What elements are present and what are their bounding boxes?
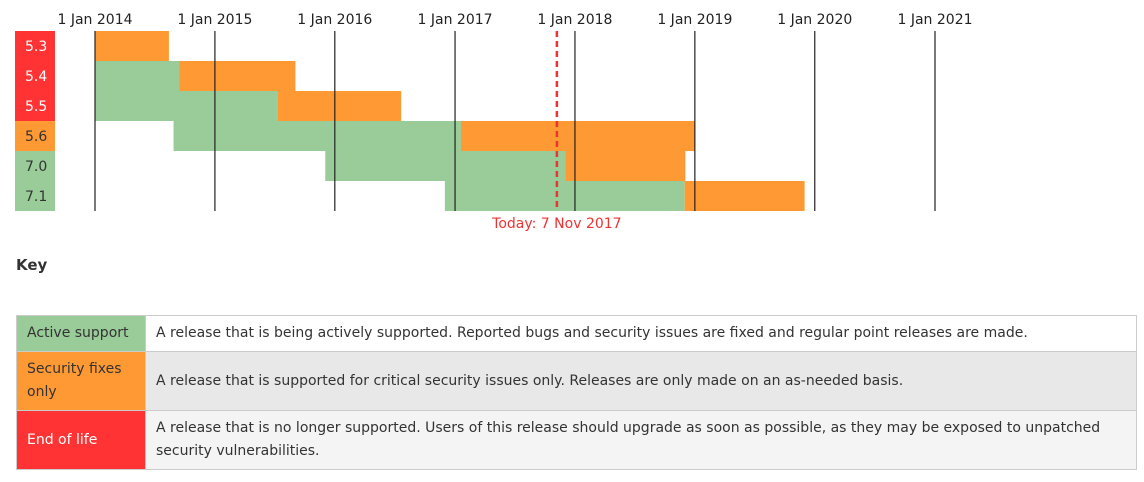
version-label-bg <box>15 61 55 91</box>
bar <box>95 31 169 61</box>
key-description: A release that is supported for critical… <box>145 351 1137 411</box>
bar <box>325 151 566 181</box>
version-label-bg <box>15 91 55 121</box>
version-label: 5.5 <box>25 99 47 115</box>
today-label: Today: 7 Nov 2017 <box>491 216 621 232</box>
key-row: Security fixes only A release that is sup… <box>16 351 1137 411</box>
version-label-bg <box>15 181 55 211</box>
bar <box>95 61 180 91</box>
chart: 5.3 5.4 5.5 5.6 7.0 7.1 1 Jan 2014 1 Jan 2015 1 … <box>15 12 973 232</box>
bar <box>444 181 685 211</box>
x-tick-label: 1 Jan 2017 <box>418 12 493 28</box>
key-term: End of life <box>16 410 146 470</box>
key-table: Active support A release that is being ac… <box>16 315 1137 470</box>
version-label: 5.6 <box>25 129 47 145</box>
key-row: Active support A release that is being ac… <box>16 315 1137 352</box>
bar <box>95 91 278 121</box>
key-term: Security fixes only <box>16 351 146 411</box>
key-term: Active support <box>16 315 146 352</box>
version-label-bg <box>15 151 55 181</box>
key-row: End of life A release that is no longer s… <box>16 410 1137 470</box>
x-tick-label: 1 Jan 2020 <box>777 12 852 28</box>
version-label: 7.1 <box>25 189 47 205</box>
x-tick-label: 1 Jan 2018 <box>537 12 612 28</box>
x-tick-label: 1 Jan 2019 <box>657 12 732 28</box>
bars <box>95 31 805 211</box>
x-tick-label: 1 Jan 2021 <box>897 12 972 28</box>
version-label-bg <box>15 31 55 61</box>
x-tick-label: 1 Jan 2014 <box>57 12 132 28</box>
bar <box>277 91 402 121</box>
bar <box>173 121 461 151</box>
key-description: A release that is no longer supported. U… <box>145 410 1137 470</box>
version-label: 7.0 <box>25 159 47 175</box>
x-tick-label: 1 Jan 2015 <box>177 12 252 28</box>
key-description: A release that is being actively support… <box>145 315 1137 352</box>
bar <box>565 151 686 181</box>
bar <box>460 121 695 151</box>
key-title: Key <box>16 256 48 274</box>
bar <box>179 61 296 91</box>
bar <box>684 181 805 211</box>
version-label: 5.3 <box>25 39 47 55</box>
version-label-bg <box>15 121 55 151</box>
version-label: 5.4 <box>25 69 47 85</box>
x-tick-label: 1 Jan 2016 <box>297 12 372 28</box>
